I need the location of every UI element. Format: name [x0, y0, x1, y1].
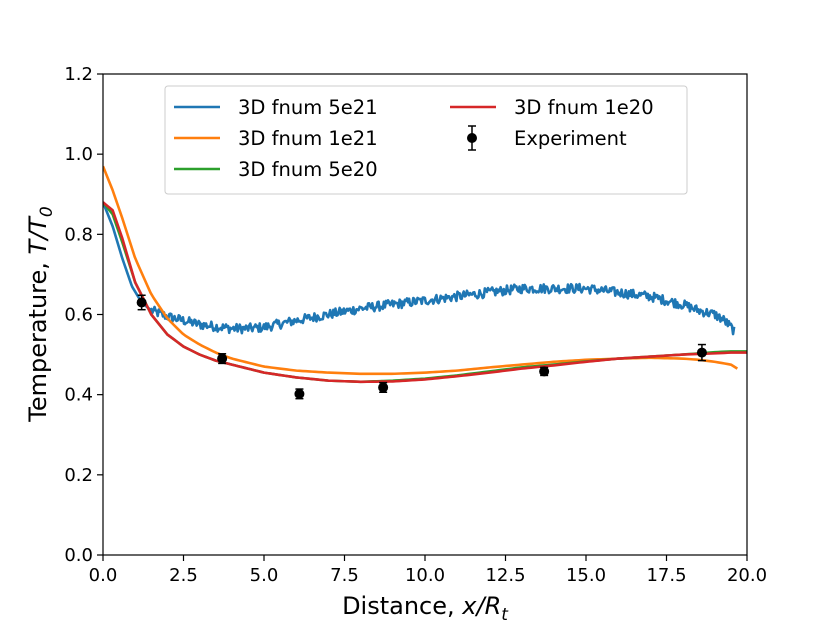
experiment-point [539, 366, 550, 377]
experiment-point [294, 388, 305, 399]
axes-layer: 0.0 2.5 5.0 7.5 10.0 12.5 15.0 17.5 20.0 0.0 0.2 0.… [64, 64, 767, 586]
series-layer [103, 165, 747, 384]
legend-label: Experiment [514, 127, 627, 150]
legend-label: 3D fnum 5e21 [238, 96, 378, 119]
experiment-layer [136, 294, 707, 400]
y-tick-label: 1.0 [64, 144, 93, 165]
x-tick-label: 0.0 [89, 565, 118, 586]
x-tick-label: 15.0 [566, 565, 606, 586]
series-line [103, 201, 736, 336]
legend-marker [467, 133, 477, 143]
y-tick-label: 0.6 [64, 305, 93, 326]
legend-label: 3D fnum 5e20 [238, 158, 378, 181]
legend: 3D fnum 5e21 3D fnum 1e20 3D fnum 1e21 Expe… [164, 85, 688, 195]
experiment-point [217, 353, 228, 364]
legend-box [164, 85, 688, 195]
series-line [103, 201, 747, 384]
experiment-point [378, 382, 389, 393]
legend-label: 3D fnum 1e20 [514, 96, 654, 119]
y-axis-label: Temperature, T/T0 [24, 206, 57, 423]
y-tick-label: 0.0 [64, 545, 93, 566]
x-tick-label: 2.5 [169, 565, 198, 586]
y-tick-label: 0.4 [64, 385, 93, 406]
x-axis-label: Distance, x/Rt [342, 592, 509, 623]
y-tick-label: 0.8 [64, 224, 93, 245]
experiment-point [696, 347, 707, 358]
x-tick-label: 12.5 [485, 565, 525, 586]
x-tick-label: 17.5 [646, 565, 686, 586]
legend-label: 3D fnum 1e21 [238, 127, 378, 150]
x-tick-label: 20.0 [727, 565, 767, 586]
experiment-point [136, 297, 147, 308]
y-tick-label: 1.2 [64, 64, 93, 85]
x-tick-label: 7.5 [330, 565, 359, 586]
x-tick-label: 5.0 [250, 565, 279, 586]
y-tick-label: 0.2 [64, 465, 93, 486]
x-tick-label: 10.0 [405, 565, 445, 586]
